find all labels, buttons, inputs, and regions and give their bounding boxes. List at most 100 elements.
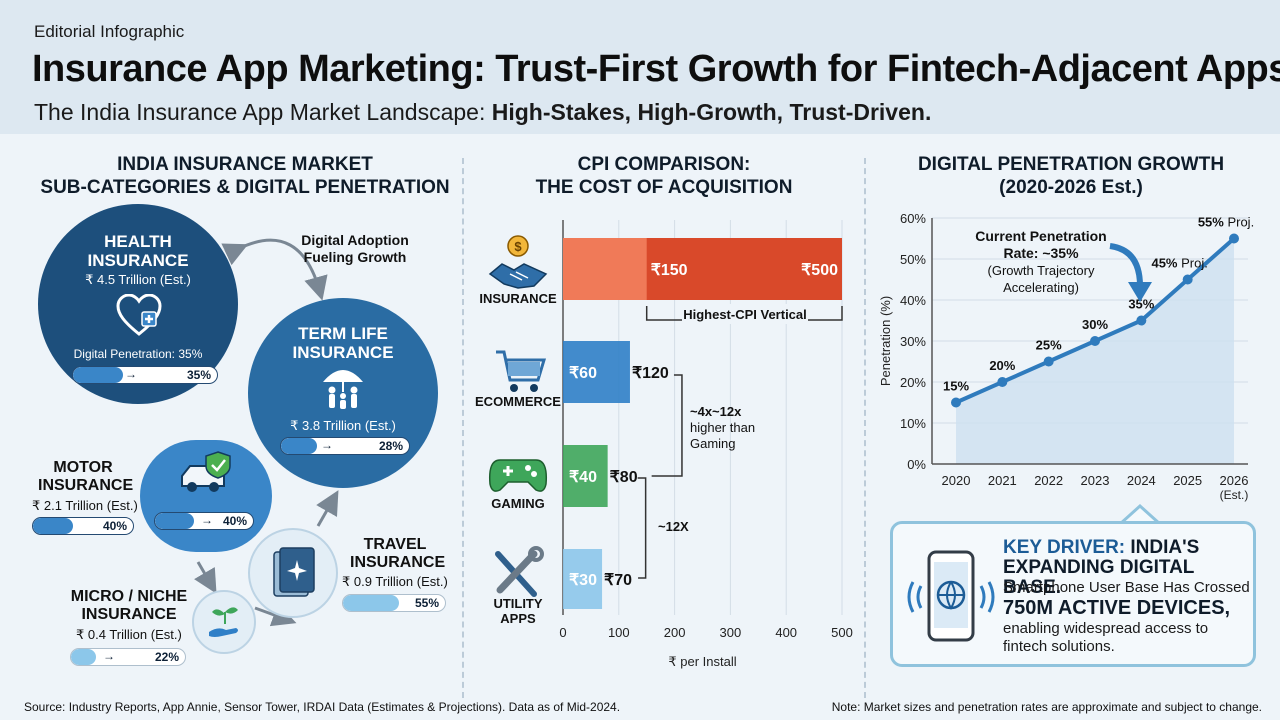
header-band [0,0,1280,134]
line-point-suffix: Proj. [1178,256,1208,271]
cpi-x-tick-label: 300 [720,625,742,640]
key-driver-big: 750M ACTIVE DEVICES, [1003,597,1231,619]
cpi-bar-gaming [563,445,608,507]
footer-note: Note: Market sizes and penetration rates… [831,700,1262,714]
line-point-value: 20% [989,358,1015,373]
line-point-suffix: Proj. [1224,215,1254,230]
ratio-bracket [651,374,683,477]
travel-market-size: ₹ 0.9 Trillion (Est.) [342,574,448,589]
key-driver-line3: enabling widespread access to fintech so… [1003,620,1209,655]
eyebrow-label: Editorial Infographic [34,22,185,41]
line-y-tick-label: 50% [900,252,926,267]
micro-title-line1: MICRO / NICHE [70,588,188,605]
cpi-x-tick-label: 500 [831,625,853,640]
line-x-tick-label: 2021 [988,473,1017,488]
adoption-note: Digital Adoption Fueling Growth [296,232,414,266]
cpi-low-label: ₹150 [651,262,688,279]
line-x-tick-sublabel: (Est.) [1220,488,1249,502]
line-point [1043,356,1054,367]
line-point-value: 25% [1036,338,1062,353]
motor-market-size: ₹ 2.1 Trillion (Est.) [32,498,138,513]
line-point-value: 35% [1128,297,1154,312]
cpi-category-label: GAMING [491,496,544,511]
middle-panel-title: CPI COMPARISON: THE COST OF ACQUISITION [480,153,848,199]
cpi-low-label: ₹40 [569,469,597,486]
micro-pen-bar: → 22% [70,648,186,666]
left-title-line1: INDIA INSURANCE MARKET [117,154,373,175]
micro-circle [192,590,256,654]
ratio-line2: higher than [690,420,755,435]
term-life-circle: TERM LIFE INSURANCE ₹ 3.8 Trillion (Est.… [248,298,438,488]
handshake-coin-icon: $ [488,235,548,289]
motor-pen-bar-left: 40% [32,517,134,535]
health-pen-pct: 35% [186,368,211,382]
panel-divider-right [864,158,866,698]
line-point-value: 30% [1082,317,1108,332]
car-shield-icon [181,451,231,492]
panel-divider-left [462,158,464,698]
line-x-tick-label: 2022 [1034,473,1063,488]
svg-text:$: $ [514,239,522,254]
line-series: 15%20%25%30%35%45% Proj.55% Proj. [943,215,1254,408]
ratio-line1: ~4x~12x [690,404,742,419]
page-subtitle: The India Insurance App Market Landscape… [34,99,931,126]
health-pen-bar: → 35% [72,366,218,384]
travel-title-line1: TRAVEL [363,536,427,553]
key-driver-headline: KEY DRIVER: INDIA'S EXPANDING DIGITAL BA… [1003,538,1253,598]
line-point [1136,315,1147,326]
subtitle-bold: High-Stakes, High-Growth, Trust-Driven. [491,99,932,125]
health-market-size: ₹ 4.5 Trillion (Est.) [85,272,191,287]
hand-sprout-icon [209,607,238,637]
right-panel-title: DIGITAL PENETRATION GROWTH (2020-2026 Es… [876,153,1266,199]
health-pen-arrow: → [125,367,137,381]
travel-title: TRAVEL INSURANCE [350,536,445,572]
cpi-high-label: ₹80 [610,469,638,486]
health-title-line2: INSURANCE [87,251,189,270]
highest-cpi-label: Highest-CPI Vertical [683,307,807,322]
right-title-line1: DIGITAL PENETRATION GROWTH [917,154,1225,175]
ratio-line3: Gaming [690,436,736,451]
term-title-line1: TERM LIFE [298,324,388,343]
cpi-high-label: ₹120 [632,365,669,382]
line-point-value: 15% [943,379,969,394]
gaming-bracket [637,477,647,579]
keybox-pointer [1120,504,1160,526]
highest-cpi-label-bg [682,304,808,324]
cpi-bar-high-insurance [646,238,842,300]
key-driver-headline-rest: INDIA'S [1125,537,1200,558]
motor-pen-pct-left: 40% [102,519,127,533]
cpi-category-label: INSURANCE [479,291,557,306]
annotation-line2: Rate: ~35% [1003,245,1079,261]
adoption-note-line1: Digital Adoption [301,232,409,248]
line-point-label: 30% [1082,317,1108,332]
wrench-screwdriver-icon [495,546,544,597]
term-pen-bar: → 28% [280,437,410,455]
line-axes: 0% 10% 20% 30% 40% 50% 60% Penetration (%) 2020 2… [878,211,1248,502]
cart-icon [496,350,547,392]
penetration-line-chart: 15%20%25%30%35%45% Proj.55% Proj. 0%10%2… [878,211,1254,502]
current-rate-annotation: Current Penetration Rate: ~35% (Growth T… [958,228,1124,296]
line-x-tick-label: 2020 [942,473,971,488]
health-pen-fill [73,367,124,383]
motor-pen-fill-left [33,518,73,534]
family-umbrella-icon [323,370,363,409]
cpi-x-tick-label: 400 [775,625,797,640]
line-point-label: 15% [943,379,969,394]
line-point [1229,233,1239,244]
cpi-high-label: ₹70 [604,572,632,589]
gamepad-icon [488,459,548,492]
cpi-bar-utility-apps [563,549,603,609]
annotation-line1: Current Penetration [975,228,1107,244]
line-point-label: 45% Proj. [1151,256,1207,271]
line-y-axis-label: Penetration (%) [878,296,893,386]
key-driver-label: KEY DRIVER: [1003,537,1126,558]
line-x-tick-label: 2023 [1081,473,1110,488]
micro-pen-pct: 22% [154,650,179,664]
key-driver-box: KEY DRIVER: INDIA'S EXPANDING DIGITAL BA… [890,521,1256,667]
cpi-x-axis-label: ₹ per Install [668,654,736,669]
motor-pen-bar: → 40% [154,512,254,530]
micro-pen-fill [71,649,97,665]
cpi-high-label: ₹500 [801,262,838,279]
motor-title-line1: MOTOR [53,459,113,476]
